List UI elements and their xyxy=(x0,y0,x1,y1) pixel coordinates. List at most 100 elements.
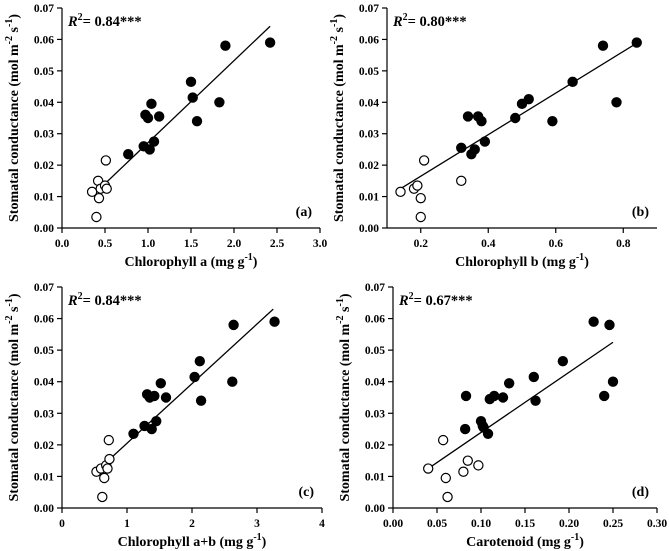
y-axis-label: Stomatal conductance (mol m-2 s-1) xyxy=(329,14,347,222)
y-tick-label: 0.01 xyxy=(34,192,54,204)
x-tick-label: 0.6 xyxy=(549,238,564,250)
y-tick-label: 0.02 xyxy=(34,440,54,452)
data-point-filled xyxy=(530,395,541,406)
data-point-filled xyxy=(557,355,569,367)
y-tick-label: 0.05 xyxy=(34,66,54,78)
regression-line xyxy=(95,25,271,193)
y-axis-label-mid: s xyxy=(338,306,353,316)
data-point-open xyxy=(99,472,110,484)
x-tick-label: 2.0 xyxy=(227,238,242,250)
data-point-open xyxy=(458,466,469,477)
data-point-open xyxy=(415,211,426,223)
x-tick-label: 3.0 xyxy=(313,238,328,250)
x-tick-label: 1.0 xyxy=(141,238,156,250)
x-axis-label-end: ) xyxy=(253,255,258,270)
x-tick-label: 0.5 xyxy=(98,238,113,250)
data-point-open xyxy=(456,175,467,187)
data-point-filled xyxy=(128,428,139,440)
x-tick-label: 0.20 xyxy=(559,518,579,530)
data-point-filled xyxy=(194,355,205,367)
y-axis-label-text: Stomatal conductance (mol m xyxy=(332,44,347,222)
x-tick-label: 0.4 xyxy=(481,238,496,250)
x-tick-label: 0.25 xyxy=(603,518,623,530)
y-tick-label: 0.05 xyxy=(365,345,385,357)
y-axis-label: Stomatal conductance (mol m-2 s-1) xyxy=(4,14,22,222)
data-point-filled xyxy=(151,415,162,427)
data-point-filled xyxy=(476,115,487,127)
data-point-open xyxy=(462,455,473,466)
y-axis-label-end: ) xyxy=(7,14,22,19)
x-tick-label: 0 xyxy=(59,518,65,530)
y-tick-label: 0.04 xyxy=(365,377,385,389)
data-point-filled xyxy=(189,371,200,383)
y-tick-label: 0.05 xyxy=(359,66,379,78)
data-point-open xyxy=(97,491,108,503)
y-tick-label: 0.00 xyxy=(365,503,385,515)
x-axis-label-text: Chlorophyll a (mg g xyxy=(125,255,245,270)
y-tick-label: 0.04 xyxy=(359,97,379,109)
y-tick-label: 0.02 xyxy=(365,440,385,452)
y-axis-label-exponent: -2 xyxy=(4,36,15,44)
x-tick-label: 0.30 xyxy=(647,518,667,530)
y-tick-label: 0.02 xyxy=(34,160,54,172)
y-axis-label-exponent: -1 xyxy=(4,19,15,27)
data-point-open xyxy=(423,463,434,474)
data-point-filled xyxy=(510,112,521,124)
data-point-filled xyxy=(547,115,558,127)
x-axis-label: Chlorophyll a (mg g-1) xyxy=(125,252,258,270)
y-axis-label-exponent: -1 xyxy=(4,298,15,306)
x-tick-label: 0.8 xyxy=(616,238,631,250)
r-squared-exponent: 2 xyxy=(403,12,408,23)
r-squared-symbol: R xyxy=(398,293,409,309)
data-point-filled xyxy=(607,376,619,387)
x-tick-label: 0.00 xyxy=(383,518,403,530)
data-point-filled xyxy=(469,144,480,155)
data-point-filled xyxy=(142,112,154,124)
data-point-filled xyxy=(123,148,134,160)
data-point-open xyxy=(103,434,115,446)
data-point-open xyxy=(91,211,102,223)
data-point-filled xyxy=(144,144,155,155)
x-tick-label: 0.15 xyxy=(515,518,535,530)
x-axis-label: Chlorophyll b (mg g-1) xyxy=(455,252,589,270)
data-point-filled xyxy=(149,390,160,402)
y-tick-label: 0.03 xyxy=(34,408,54,420)
data-point-open xyxy=(104,453,115,465)
y-tick-label: 0.03 xyxy=(365,408,385,420)
x-axis-label-end: ) xyxy=(579,535,584,550)
data-point-filled xyxy=(567,76,578,88)
x-tick-label: 2.5 xyxy=(270,238,285,250)
data-point-filled xyxy=(155,378,166,389)
y-tick-label: 0.02 xyxy=(359,160,379,172)
data-point-filled xyxy=(456,142,467,154)
y-axis-label-text: Stomatal conductance (mol m xyxy=(7,44,22,222)
data-point-filled xyxy=(227,376,238,387)
panel-label: (b) xyxy=(632,205,649,220)
y-tick-label: 0.06 xyxy=(34,34,54,46)
panel-b: 0.00 0.01 0.02 0.03 0.04 0.05 0.06 0.07 0.2 0.4 0.… xyxy=(329,3,657,270)
data-point-filled xyxy=(479,136,491,147)
regression-line xyxy=(97,308,274,471)
data-point-filled xyxy=(148,136,160,147)
data-point-filled xyxy=(185,76,197,88)
x-tick-label: 0.10 xyxy=(471,518,491,530)
data-point-filled xyxy=(482,428,494,440)
data-point-open xyxy=(412,180,423,191)
x-axis-label-exponent: -1 xyxy=(253,532,261,543)
data-point-filled xyxy=(611,97,622,108)
data-point-filled xyxy=(528,371,540,383)
y-tick-label: 0.01 xyxy=(365,471,385,483)
y-axis-label-text: Stomatal conductance (mol m xyxy=(338,323,353,501)
data-point-open xyxy=(437,434,449,446)
y-axis-label-exponent: -1 xyxy=(335,298,346,306)
x-tick-label: 4 xyxy=(319,518,325,530)
y-axis-label-exponent: -2 xyxy=(4,315,15,323)
r-squared-value: = 0.84*** xyxy=(83,293,142,309)
y-tick-label: 0.05 xyxy=(34,345,54,357)
panel-label: (a) xyxy=(296,205,313,220)
data-point-filled xyxy=(146,98,157,110)
data-point-open xyxy=(100,155,112,166)
y-tick-label: 0.03 xyxy=(359,129,379,141)
data-point-filled xyxy=(597,40,609,51)
data-point-filled xyxy=(489,390,500,402)
